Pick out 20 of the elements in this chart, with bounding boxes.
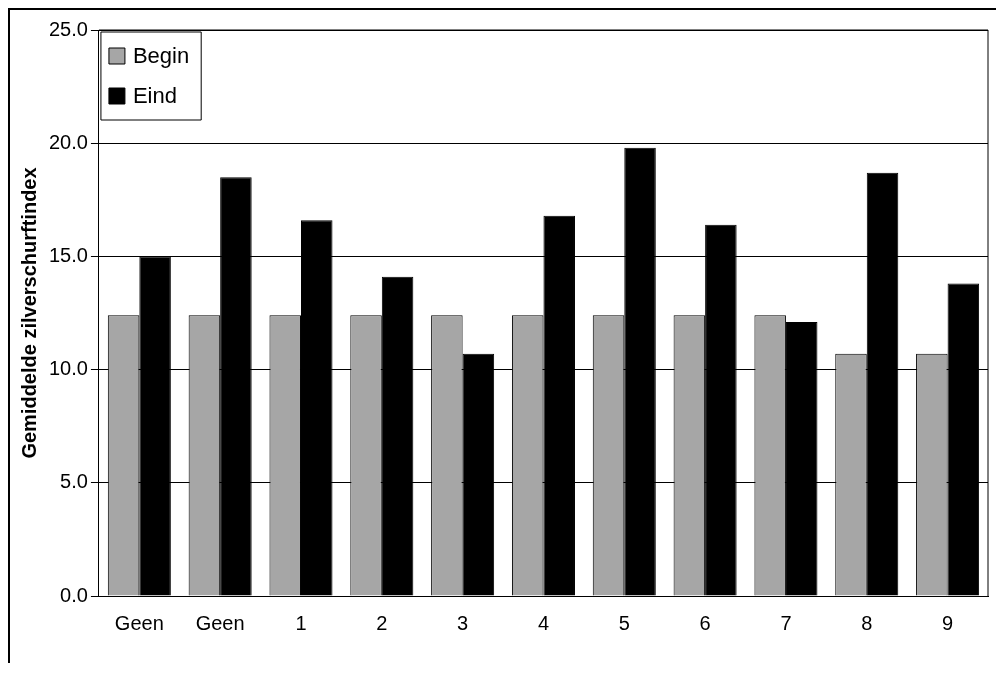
x-tick-label: 9 [942, 611, 954, 634]
x-tick-label: Geen [114, 611, 164, 634]
y-axis-title: Gemiddelde zilverschurftindex [17, 167, 40, 459]
x-tick-label: 3 [457, 611, 469, 634]
y-tick-label: 0.0 [60, 583, 88, 606]
x-tick-label: 2 [376, 611, 388, 634]
y-tick-label: 20.0 [48, 130, 88, 153]
x-tick-label: Geen [195, 611, 245, 634]
y-tick-label: 15.0 [48, 243, 88, 266]
x-tick-label: 5 [618, 611, 630, 634]
x-tick-label: 7 [780, 611, 792, 634]
y-tick-label: 25.0 [48, 17, 88, 40]
x-tick-label: 6 [699, 611, 711, 634]
y-tick-label: 10.0 [48, 357, 88, 380]
legend-label: Begin [132, 43, 190, 69]
legend-label: Eind [132, 83, 177, 109]
x-tick-label: 8 [861, 611, 873, 634]
y-tick-label: 5.0 [60, 470, 88, 493]
x-tick-label: 1 [295, 611, 307, 634]
x-tick-label: 4 [537, 611, 550, 634]
